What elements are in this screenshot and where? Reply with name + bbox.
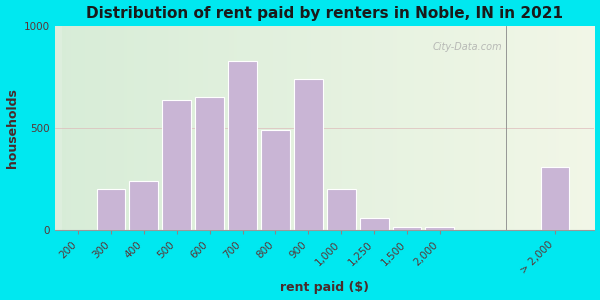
X-axis label: rent paid ($): rent paid ($) — [280, 281, 369, 294]
Bar — [294, 79, 323, 230]
Bar — [228, 61, 257, 230]
Bar — [261, 130, 290, 230]
Bar — [130, 182, 158, 230]
Bar — [541, 167, 569, 230]
Text: City-Data.com: City-Data.com — [433, 42, 502, 52]
Bar — [327, 188, 356, 230]
Bar — [425, 227, 454, 230]
Title: Distribution of rent paid by renters in Noble, IN in 2021: Distribution of rent paid by renters in … — [86, 6, 563, 21]
Y-axis label: households: households — [5, 88, 19, 168]
Bar — [359, 218, 389, 230]
Bar — [97, 188, 125, 230]
Bar — [163, 100, 191, 230]
Bar — [195, 98, 224, 230]
Bar — [392, 227, 421, 230]
